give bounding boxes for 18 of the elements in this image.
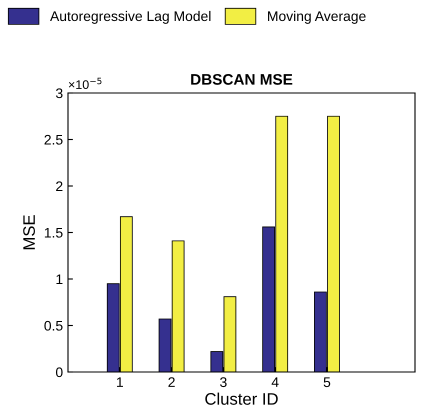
x-axis-title: Cluster ID xyxy=(205,392,278,405)
y-axis-title: MSE xyxy=(23,215,35,250)
y-tick-label: 2 xyxy=(56,181,62,192)
x-tick-label: 2 xyxy=(168,377,175,387)
y-tick-label: 2.5 xyxy=(44,134,63,145)
y-tick-label: 1.5 xyxy=(44,228,63,238)
y-tick-label: 1 xyxy=(56,274,62,284)
x-tick-label: 4 xyxy=(272,377,279,387)
x-tick-label: 1 xyxy=(116,377,123,387)
y-tick-label: 3 xyxy=(56,88,63,98)
text: ×10$^{−5}$ xyxy=(68,78,102,90)
chart-title: DBSCAN MSE xyxy=(191,74,292,85)
x-tick-label: 3 xyxy=(220,377,227,388)
legend-label: Autoregressive Lag Model xyxy=(50,10,210,24)
legend-label: Moving Average xyxy=(268,10,366,24)
y-tick-label: 0 xyxy=(56,367,63,378)
y-tick-label: 0.5 xyxy=(44,320,63,331)
x-tick-label: 5 xyxy=(324,377,330,388)
